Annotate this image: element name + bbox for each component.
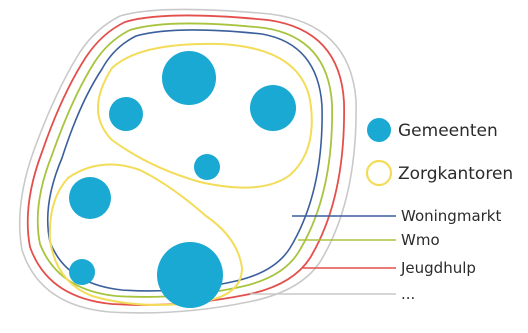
zorgkantoren-regions xyxy=(48,42,313,306)
gemeente-dot xyxy=(157,242,223,308)
gemeenten-legend-marker xyxy=(367,118,391,142)
boundary-labels: Woningmarkt Wmo Jeugdhulp ... xyxy=(250,207,501,303)
jeugdhulp-boundary xyxy=(26,14,345,306)
gemeenten-legend-label: Gemeenten xyxy=(398,121,498,141)
gemeente-dot xyxy=(69,259,95,285)
legend-item-gemeenten: Gemeenten xyxy=(367,118,498,142)
overig-label-group: ... xyxy=(250,285,415,303)
gemeente-dot xyxy=(162,51,216,105)
gemeenten-dots xyxy=(69,51,296,308)
zorgkantoren-legend-label: Zorgkantoren xyxy=(398,164,513,184)
woningmarkt-label-group: Woningmarkt xyxy=(292,207,501,225)
overig-boundary xyxy=(18,8,357,314)
jeugdhulp-label: Jeugdhulp xyxy=(400,259,476,277)
overig-label: ... xyxy=(401,285,415,303)
gemeente-dot xyxy=(109,97,143,131)
gemeente-dot xyxy=(250,85,296,131)
zorgkantoren-legend-marker xyxy=(365,159,393,187)
woningmarkt-label: Woningmarkt xyxy=(401,207,501,225)
legend-item-zorgkantoren: Zorgkantoren xyxy=(365,159,513,187)
jeugdhulp-label-group: Jeugdhulp xyxy=(303,259,476,277)
zorgkantoor-region-north xyxy=(97,42,313,189)
gemeente-dot xyxy=(194,154,220,180)
wmo-label-group: Wmo xyxy=(298,231,440,249)
gemeente-dot xyxy=(69,177,111,219)
legend: Gemeenten Zorgkantoren xyxy=(365,118,513,187)
zorgkantoor-region-south xyxy=(48,163,244,306)
wmo-label: Wmo xyxy=(401,231,440,249)
